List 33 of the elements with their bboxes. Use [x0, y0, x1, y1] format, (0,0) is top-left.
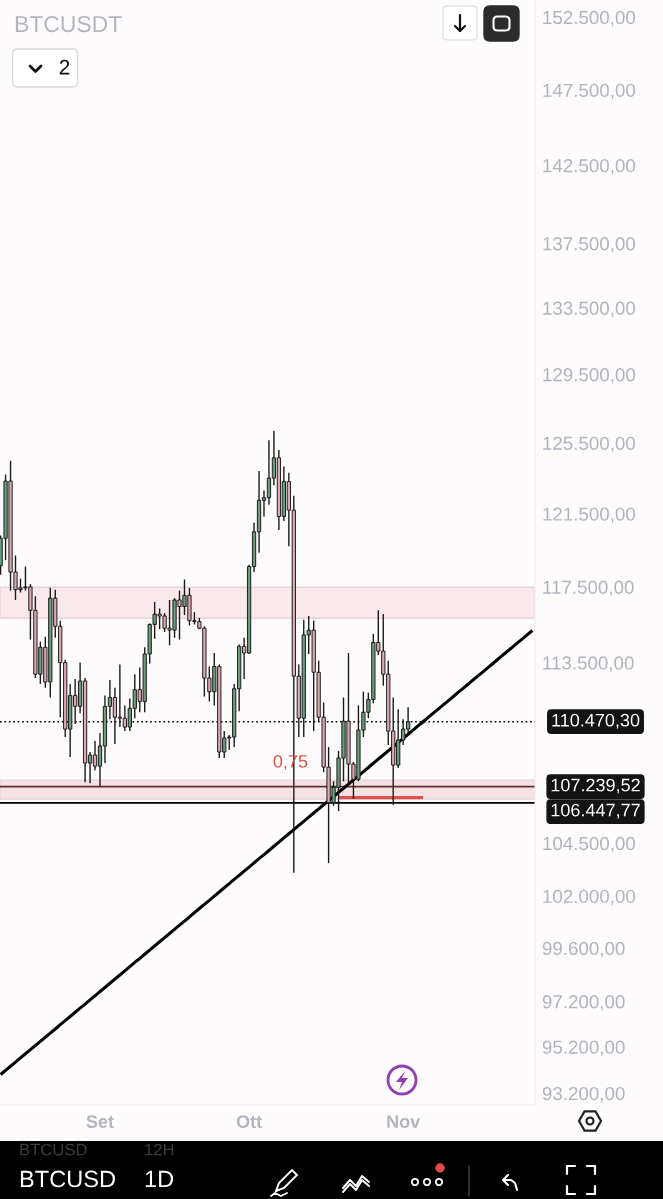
- ref-line-label: 107.239,52: [551, 778, 640, 794]
- y-tick-label: 113.500,00: [543, 656, 634, 672]
- candlestick: [266, 439, 272, 506]
- y-tick-label: 142.500,00: [543, 159, 636, 175]
- y-tick-label: 117.500,00: [543, 580, 634, 597]
- y-tick-label: 93.200,00: [542, 1086, 625, 1103]
- text: 1D: [145, 1170, 174, 1188]
- y-tick-label: 99.600,00: [542, 941, 625, 958]
- ref-line-label: 110.470,30: [552, 713, 640, 729]
- ref-line-label: 106.447,77: [551, 803, 640, 819]
- y-tick-label: 137.500,00: [543, 237, 636, 253]
- y-tick-label: 121.500,00: [543, 507, 636, 523]
- x-tick-label: Ott: [236, 1115, 262, 1128]
- x-tick-label: Nov: [387, 1115, 421, 1128]
- y-tick-label: 125.500,00: [543, 436, 636, 453]
- y-tick-label: 129.500,00: [543, 368, 636, 384]
- x-tick-label: Set: [86, 1115, 114, 1128]
- line-series: [0, 628, 534, 1077]
- candlestick: [112, 687, 118, 745]
- y-tick-label: 133.500,00: [543, 301, 636, 318]
- candlestick: [92, 740, 98, 771]
- y-tick-label: 152.500,00: [543, 10, 636, 27]
- candlestick: [405, 706, 411, 737]
- y-tick-label: 95.200,00: [542, 1040, 625, 1057]
- y-tick-label: 104.500,00: [543, 836, 636, 853]
- text: BTCUSDT: [15, 15, 122, 33]
- y-tick-label: 102.000,00: [543, 889, 636, 906]
- y-tick-label: 97.200,00: [542, 995, 625, 1011]
- annotation: 2: [59, 59, 70, 75]
- text: 12H: [145, 1143, 174, 1156]
- text: BTCUSD: [20, 1143, 87, 1156]
- y-tick-label: 147.500,00: [543, 83, 636, 100]
- text: BTCUSD: [20, 1170, 115, 1188]
